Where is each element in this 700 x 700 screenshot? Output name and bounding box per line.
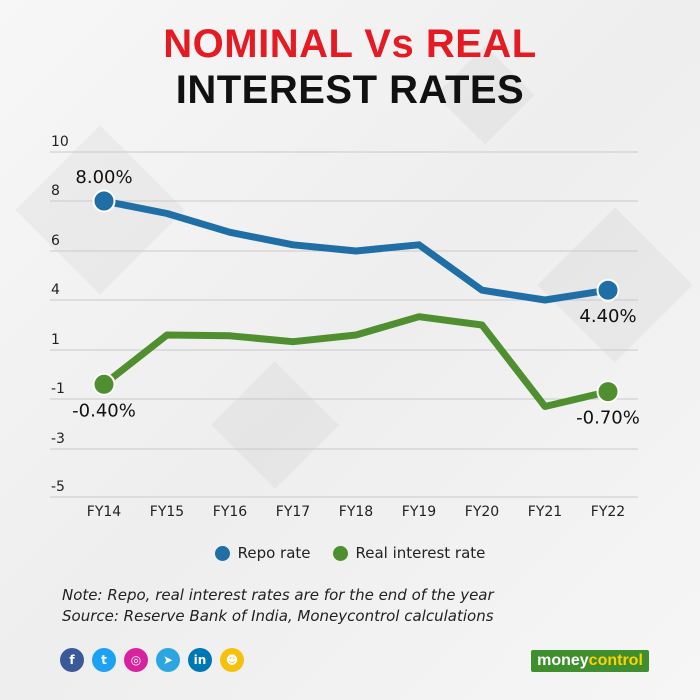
data-label: 4.40% (579, 306, 636, 327)
data-label: -0.40% (72, 400, 136, 421)
legend-item-repo-rate: Repo rate (214, 544, 311, 562)
y-tick-label: -1 (51, 381, 65, 397)
twitter-icon[interactable]: t (92, 648, 116, 672)
moneycontrol-logo[interactable]: money control (531, 650, 649, 672)
chart-title-line1: NOMINAL Vs REAL (163, 22, 537, 66)
source-text: Source: Reserve Bank of India, Moneycont… (62, 607, 494, 625)
legend-label-real-interest-rate: Real interest rate (355, 544, 486, 562)
linkedin-icon[interactable]: in (188, 648, 212, 672)
legend-swatch-repo-rate (214, 545, 230, 561)
x-tick-label: FY17 (276, 504, 310, 520)
series-line-1 (100, 313, 612, 410)
line-chart: 10 8 6 4 1 -1 -3 -5 FY14 FY15 FY16 FY17 FY18 FY19 FY20… (50, 134, 640, 520)
y-tick-label: -5 (51, 479, 65, 495)
x-tick-label: FY20 (465, 504, 499, 520)
x-tick-label: FY15 (150, 504, 184, 520)
facebook-icon[interactable]: f (60, 648, 84, 672)
instagram-icon[interactable]: ◎ (124, 648, 148, 672)
social-icons: f t ◎ ➤ in ☻ (60, 648, 244, 672)
y-tick-label: -3 (51, 431, 65, 447)
x-tick-label: FY22 (591, 504, 625, 520)
koo-icon[interactable]: ☻ (220, 648, 244, 672)
logo-control-text: control (588, 652, 643, 669)
y-tick-label: 6 (51, 233, 60, 249)
x-tick-label: FY18 (339, 504, 373, 520)
data-label: -0.70% (576, 408, 640, 429)
telegram-icon[interactable]: ➤ (156, 648, 180, 672)
data-point-marker (596, 380, 620, 404)
chart-title-line2: INTEREST RATES (175, 68, 525, 112)
series-line-0 (100, 197, 612, 304)
legend-label-repo-rate: Repo rate (237, 544, 311, 562)
y-tick-label: 1 (51, 332, 60, 348)
x-tick-label: FY14 (87, 504, 122, 520)
x-tick-label: FY19 (402, 504, 436, 520)
legend-item-real-interest-rate: Real interest rate (332, 544, 486, 562)
x-tick-label: FY16 (213, 504, 248, 520)
data-label: 8.00% (75, 167, 132, 188)
legend-swatch-real-interest-rate (332, 545, 348, 561)
legend: Repo rate Real interest rate (0, 544, 700, 562)
y-tick-label: 8 (51, 183, 60, 199)
data-point-marker (92, 189, 116, 213)
y-tick-label: 10 (51, 134, 69, 150)
data-point-marker (596, 278, 620, 302)
y-tick-label: 4 (51, 282, 60, 298)
data-point-marker (92, 372, 116, 396)
logo-money-text: money (537, 652, 589, 669)
x-tick-label: FY21 (528, 504, 562, 520)
note-text: Note: Repo, real interest rates are for … (62, 586, 494, 604)
